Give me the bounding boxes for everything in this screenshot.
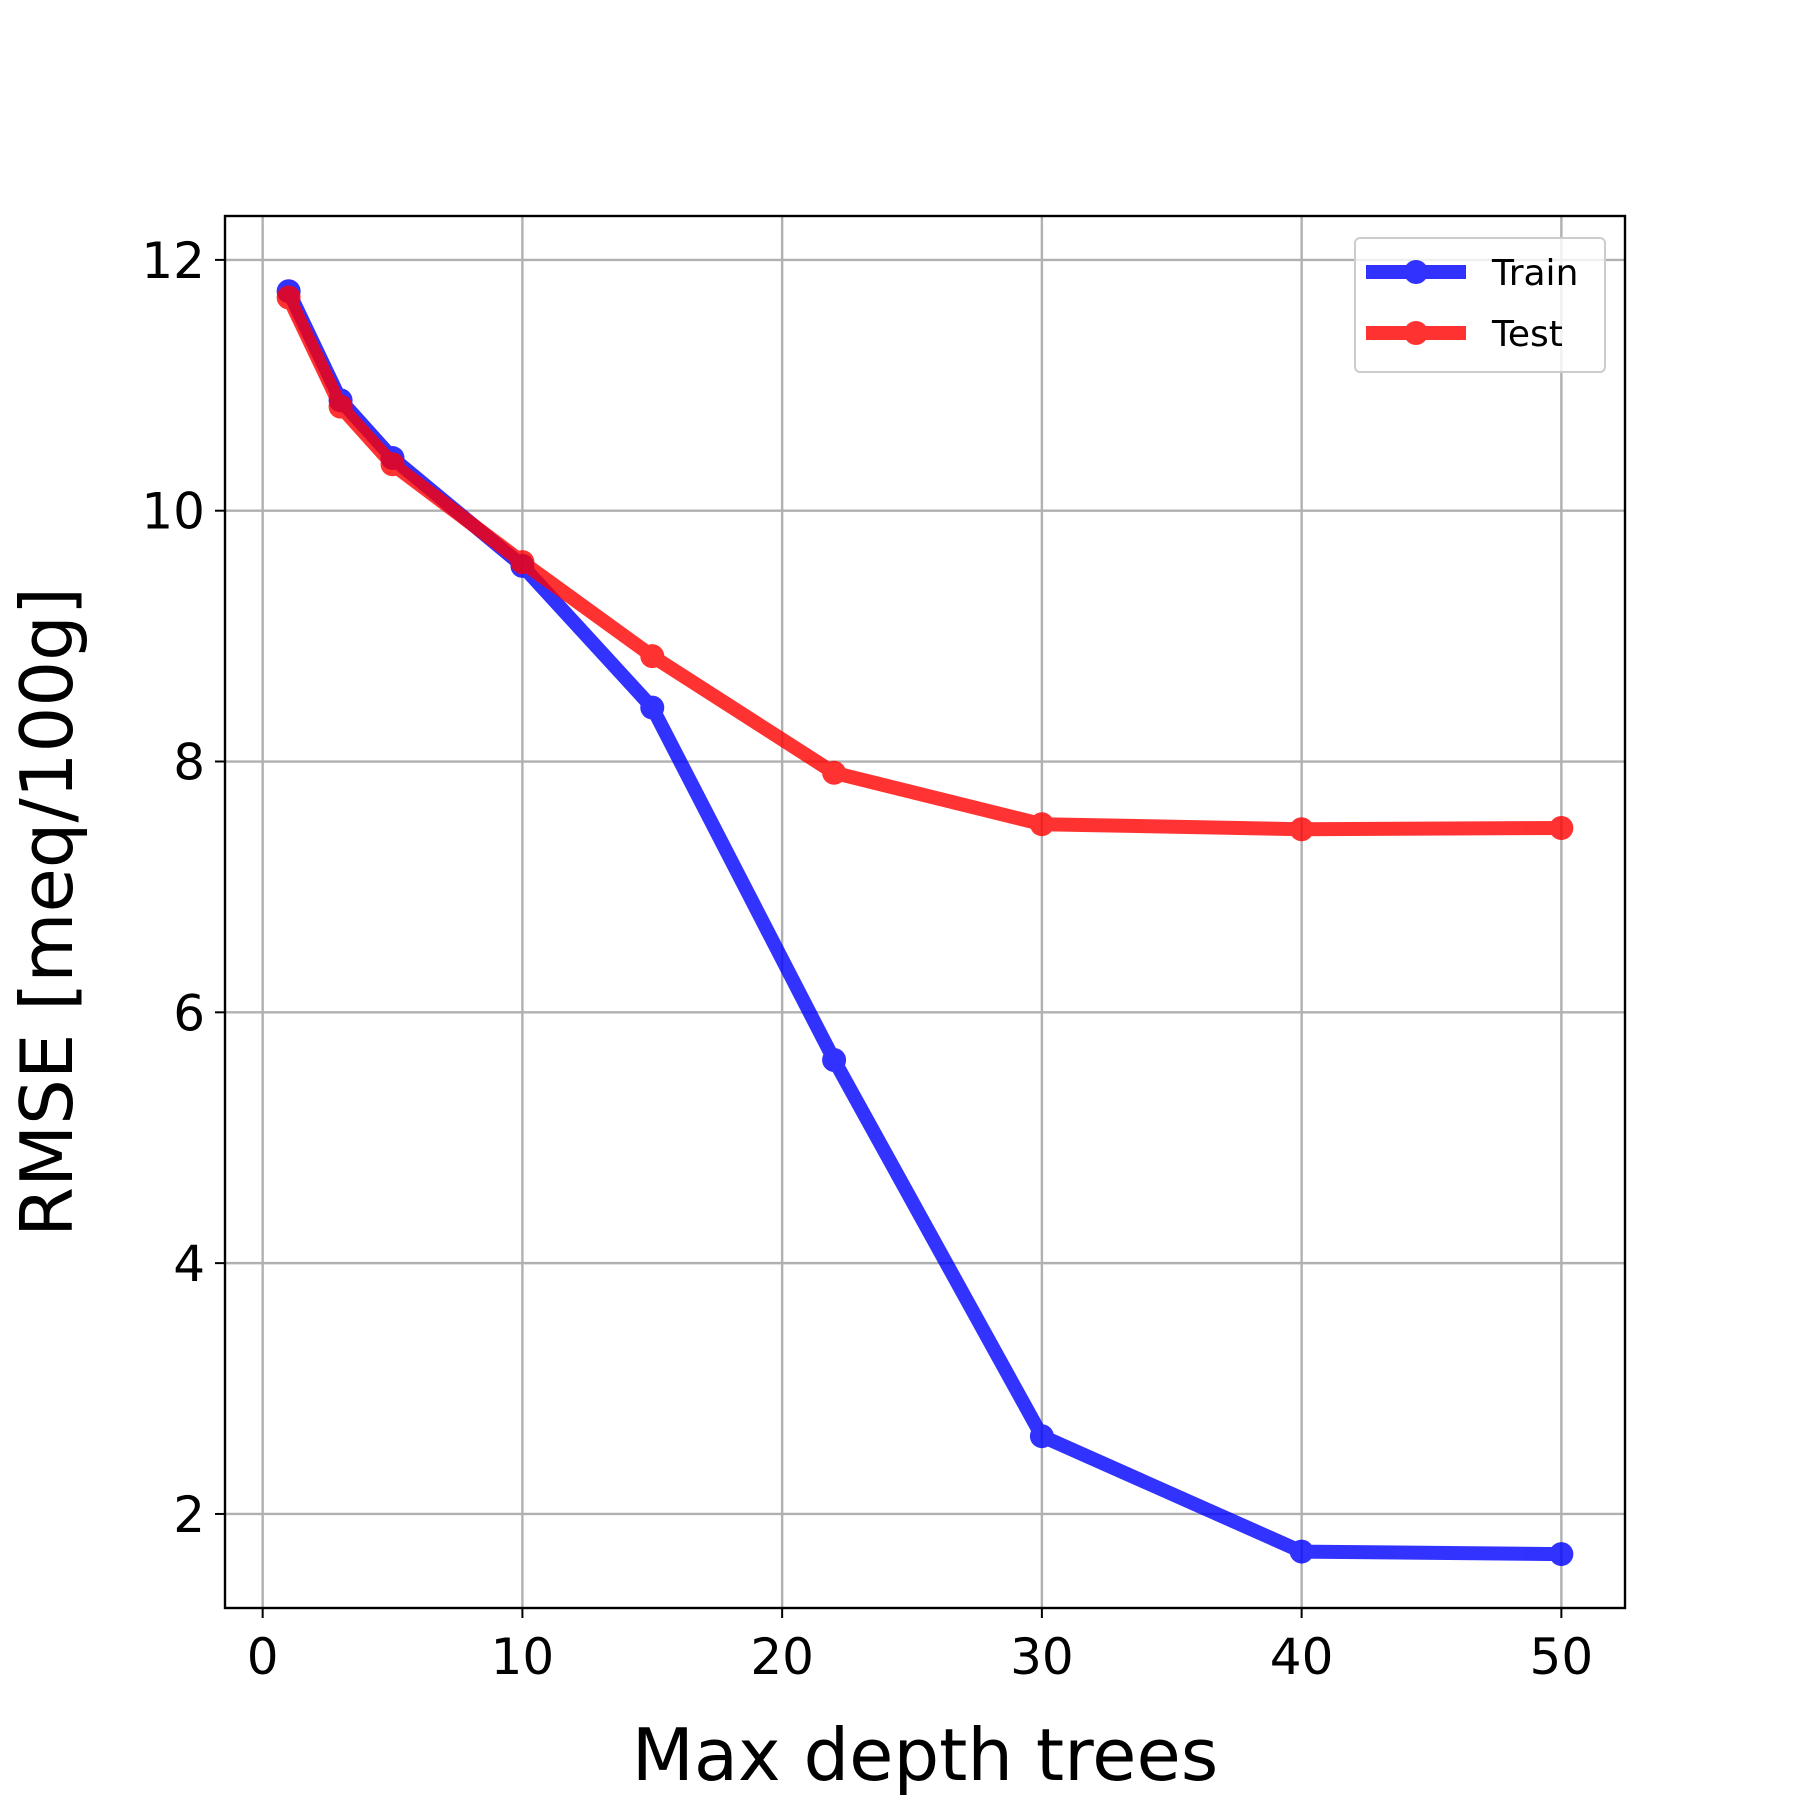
y-tick-label: 2: [173, 1486, 205, 1544]
data-point-test: [328, 394, 353, 419]
series-test: [276, 285, 1574, 842]
data-point-train: [1029, 1424, 1054, 1449]
legend: Train Test: [1354, 237, 1606, 373]
plot-background: [225, 216, 1625, 1608]
data-point-test: [1029, 812, 1054, 837]
data-point-train: [1289, 1539, 1314, 1564]
data-point-test: [276, 285, 301, 310]
legend-marker: [1404, 321, 1428, 345]
legend-handle-test: [1366, 321, 1466, 345]
data-point-test: [1289, 817, 1314, 842]
x-tick-label: 10: [491, 1628, 555, 1686]
x-tick-label: 0: [247, 1628, 279, 1686]
data-point-train: [1549, 1542, 1574, 1567]
x-tick-label: 30: [1010, 1628, 1074, 1686]
x-tick-label: 20: [750, 1628, 814, 1686]
y-tick-label: 12: [141, 232, 205, 290]
legend-marker: [1404, 260, 1428, 284]
grid: [225, 216, 1625, 1608]
series-layer: [276, 279, 1574, 1567]
legend-label-test: Test: [1491, 314, 1563, 355]
data-point-test: [510, 550, 535, 575]
x-tick-label: 40: [1270, 1628, 1334, 1686]
y-tick-label: 8: [173, 734, 205, 792]
legend-label-train: Train: [1491, 253, 1578, 294]
data-point-train: [640, 695, 665, 720]
legend-handle-train: [1366, 260, 1466, 284]
y-tick-label: 4: [173, 1235, 205, 1293]
data-point-test: [640, 644, 665, 669]
y-tick-label: 10: [141, 483, 205, 541]
data-point-train: [822, 1047, 847, 1072]
y-axis-title: RMSE [meq/100g]: [5, 587, 89, 1237]
y-tick-label: 6: [173, 984, 205, 1042]
x-axis-title: Max depth trees: [632, 1713, 1219, 1797]
data-point-test: [1549, 815, 1574, 840]
data-point-test: [380, 452, 405, 477]
plot-frame: [223, 214, 1627, 1610]
ticks: 0 10 20 30 40 50 2 4 6 8 10 12: [141, 232, 1593, 1686]
data-point-test: [822, 760, 847, 785]
x-tick-label: 50: [1530, 1628, 1594, 1686]
